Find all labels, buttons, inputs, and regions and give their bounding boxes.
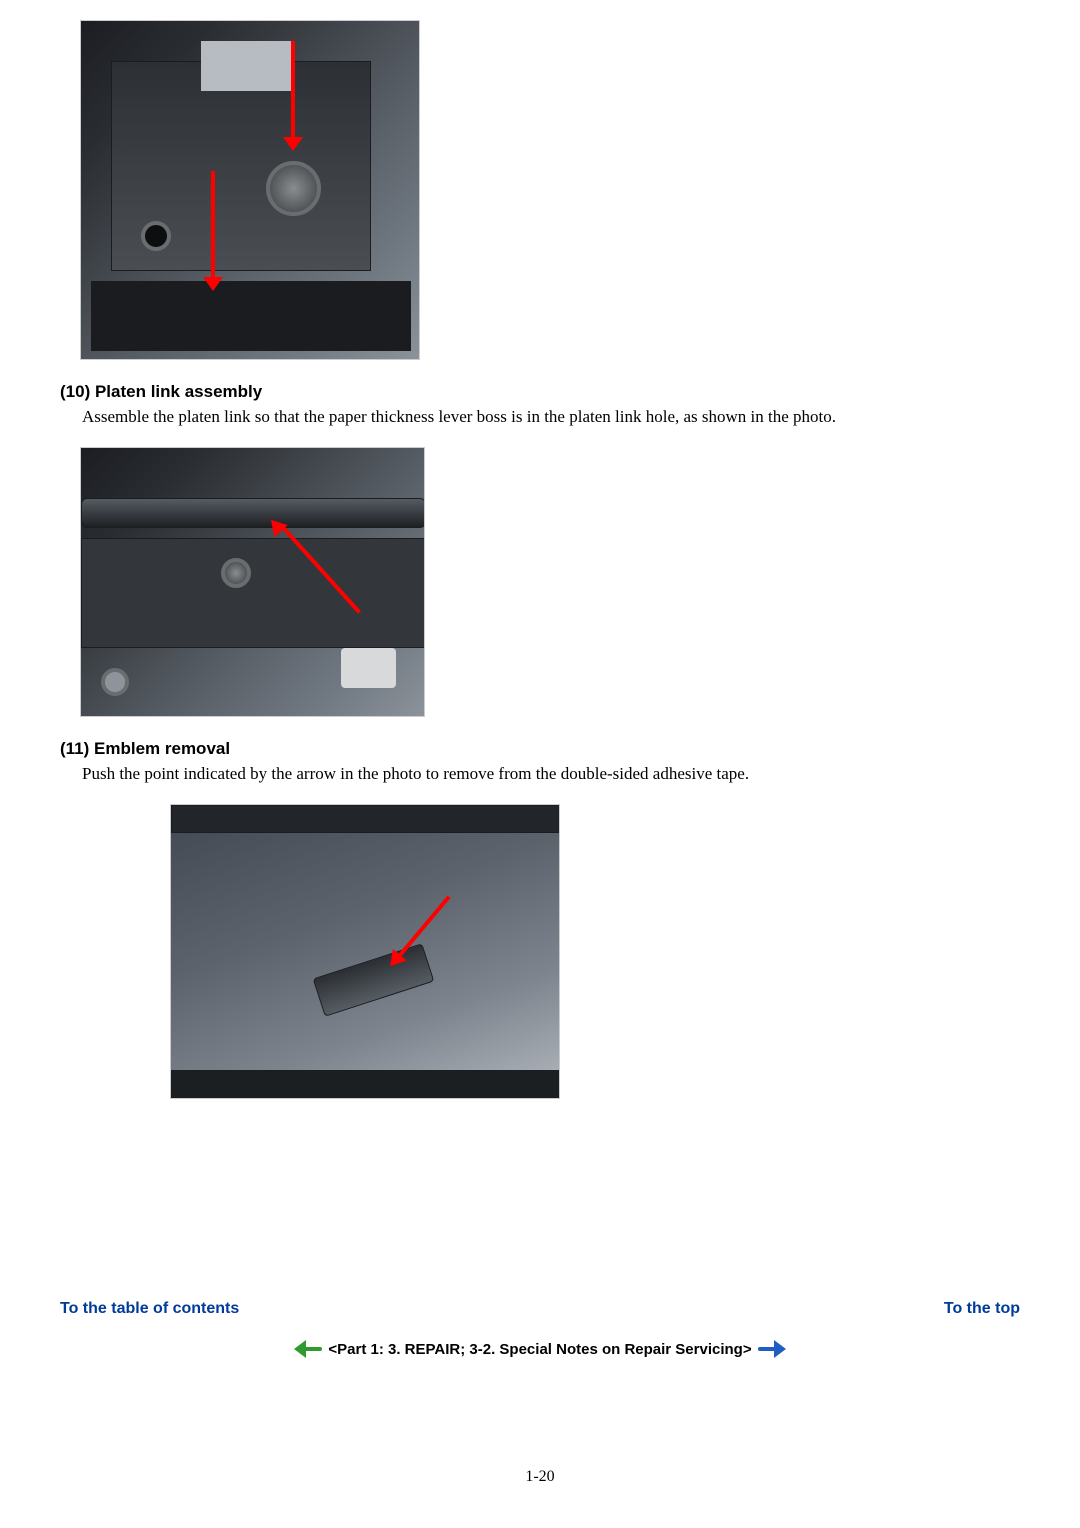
arrow-next-icon[interactable]	[758, 1340, 786, 1358]
arrow-prev-icon[interactable]	[294, 1340, 322, 1358]
section-11-body: Push the point indicated by the arrow in…	[82, 763, 1020, 786]
link-to-top[interactable]: To the top	[944, 1300, 1020, 1318]
link-table-of-contents[interactable]: To the table of contents	[60, 1300, 239, 1318]
photo-front-holder	[80, 20, 420, 360]
page-number: 1-20	[0, 1468, 1080, 1486]
section-10-body: Assemble the platen link so that the pap…	[82, 406, 1020, 429]
document-page: (10) Platen link assembly Assemble the p…	[0, 0, 1080, 1528]
nav-row: To the table of contents To the top	[60, 1300, 1020, 1318]
breadcrumb: <Part 1: 3. REPAIR; 3-2. Special Notes o…	[328, 1341, 751, 1358]
breadcrumb-row: <Part 1: 3. REPAIR; 3-2. Special Notes o…	[0, 1340, 1080, 1358]
section-11-heading: (11) Emblem removal	[60, 739, 1020, 759]
photo-emblem-removal	[170, 804, 560, 1099]
photo-platen-link	[80, 447, 425, 717]
section-10-heading: (10) Platen link assembly	[60, 382, 1020, 402]
